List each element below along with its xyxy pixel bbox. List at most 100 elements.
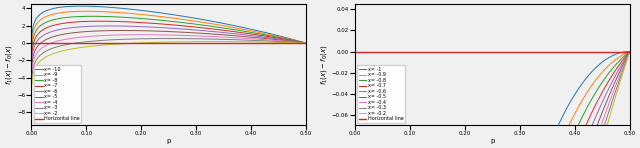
x= -8 <box>56 17 63 19</box>
Line: x= -0.4: x= -0.4 <box>356 53 629 148</box>
x= -4 <box>216 36 224 38</box>
x= -6 <box>242 34 250 36</box>
x= -3 <box>301 42 309 44</box>
x= -5 <box>28 66 36 68</box>
x= -8 <box>301 42 309 44</box>
Line: x= -1: x= -1 <box>356 52 629 148</box>
x= -8 <box>139 18 147 20</box>
Line: x= -0.8: x= -0.8 <box>356 52 629 148</box>
x= -6 <box>28 60 36 62</box>
x= -8 <box>242 30 250 32</box>
x= -10 <box>77 5 85 7</box>
x= -0.4 <box>625 52 633 54</box>
x= -10 <box>139 10 147 11</box>
x= -2 <box>148 42 156 43</box>
x= -0.2 <box>625 52 633 54</box>
Line: x= -7: x= -7 <box>32 21 305 55</box>
x= -5 <box>301 42 309 44</box>
x= -3 <box>56 45 63 47</box>
x= -0.9 <box>625 51 633 53</box>
x= -3 <box>28 78 36 80</box>
x= -6 <box>301 42 309 44</box>
x= -8 <box>216 27 224 28</box>
x= -0.5 <box>625 52 633 53</box>
Line: x= -5: x= -5 <box>32 30 305 67</box>
x= -4 <box>149 34 157 36</box>
Line: x= -3: x= -3 <box>32 38 305 79</box>
x= -10 <box>216 22 224 24</box>
x= -4 <box>301 42 309 44</box>
x= -7 <box>242 32 250 34</box>
x= -1 <box>565 103 573 105</box>
x= -9 <box>139 14 147 16</box>
x= -4 <box>139 34 147 36</box>
x= -10 <box>56 7 63 8</box>
x= -2 <box>216 41 224 42</box>
x= -0.9 <box>565 125 573 126</box>
Line: x= -0.6: x= -0.6 <box>356 52 629 148</box>
x= -10 <box>149 11 157 13</box>
x= -8 <box>88 15 96 17</box>
x= -10 <box>242 27 250 29</box>
x= -0.8 <box>625 51 633 53</box>
x= -3 <box>165 38 173 39</box>
x= -4 <box>56 40 63 41</box>
Line: x= -0.3: x= -0.3 <box>356 53 629 148</box>
Line: x= -9: x= -9 <box>32 11 305 43</box>
x= -3 <box>242 39 250 41</box>
x= -3 <box>139 38 147 40</box>
Line: x= -2: x= -2 <box>32 42 305 85</box>
Line: x= -4: x= -4 <box>32 35 305 73</box>
x= -4 <box>246 38 254 40</box>
x= -6 <box>56 29 63 30</box>
x= -2 <box>242 41 250 43</box>
x= -7 <box>139 22 147 24</box>
Line: x= -6: x= -6 <box>32 26 305 61</box>
Legend: x= -10, x= -9, x= -8, x= -7, x= -6, x= -5, x= -4, x= -3, x= -2, Horizontal line: x= -10, x= -9, x= -8, x= -7, x= -6, x= -… <box>34 65 81 123</box>
x= -10 <box>28 36 36 38</box>
x= -8 <box>28 48 36 50</box>
x= -9 <box>28 42 36 44</box>
x= -6 <box>106 25 114 27</box>
x= -5 <box>56 34 63 36</box>
x= -5 <box>216 34 224 35</box>
x= -1 <box>625 51 633 52</box>
x= -10 <box>301 42 309 44</box>
x= -5 <box>119 30 127 31</box>
Line: x= -10: x= -10 <box>32 6 305 43</box>
x= -5 <box>246 36 254 38</box>
x= -9 <box>56 12 63 14</box>
x= -9 <box>216 24 224 26</box>
x= -5 <box>242 36 250 37</box>
x= -9 <box>149 15 157 17</box>
X-axis label: p: p <box>166 138 171 144</box>
x= -4 <box>138 34 145 36</box>
x= -6 <box>246 35 254 36</box>
Line: x= -0.5: x= -0.5 <box>356 53 629 148</box>
x= -9 <box>242 29 250 31</box>
x= -0.8 <box>570 134 578 136</box>
x= -6 <box>139 26 147 28</box>
Y-axis label: $f_1(x) - f_0(x)$: $f_1(x) - f_0(x)$ <box>4 44 14 85</box>
x= -2 <box>301 42 309 44</box>
Legend: x= -1, x= -0.9, x= -0.8, x= -0.7, x= -0.6, x= -0.5, x= -0.4, x= -0.3, x= -0.2, H: x= -1, x= -0.9, x= -0.8, x= -0.7, x= -0.… <box>357 65 405 123</box>
x= -3 <box>216 38 224 40</box>
Line: x= -0.2: x= -0.2 <box>356 53 629 148</box>
x= -2 <box>28 84 36 86</box>
x= -4 <box>242 37 250 39</box>
x= -6 <box>149 26 157 28</box>
Line: x= -8: x= -8 <box>32 16 305 49</box>
x= -3 <box>148 38 156 40</box>
x= -0.3 <box>625 52 633 54</box>
x= -0.9 <box>570 115 578 116</box>
x= -0.6 <box>625 52 633 53</box>
x= -9 <box>83 10 90 12</box>
X-axis label: p: p <box>490 138 495 144</box>
x= -3 <box>246 39 254 41</box>
x= -5 <box>139 30 147 32</box>
Line: x= -0.9: x= -0.9 <box>356 52 629 148</box>
x= -7 <box>56 23 63 25</box>
x= -10 <box>246 28 254 30</box>
x= -2 <box>56 51 63 53</box>
x= -1 <box>570 95 578 97</box>
